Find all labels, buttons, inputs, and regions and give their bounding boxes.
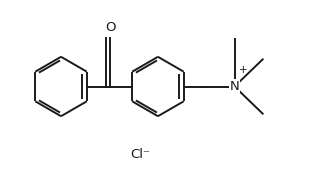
Text: N: N [230, 80, 239, 93]
Text: +: + [239, 65, 248, 75]
Text: Cl⁻: Cl⁻ [131, 148, 151, 161]
Text: O: O [105, 21, 115, 34]
